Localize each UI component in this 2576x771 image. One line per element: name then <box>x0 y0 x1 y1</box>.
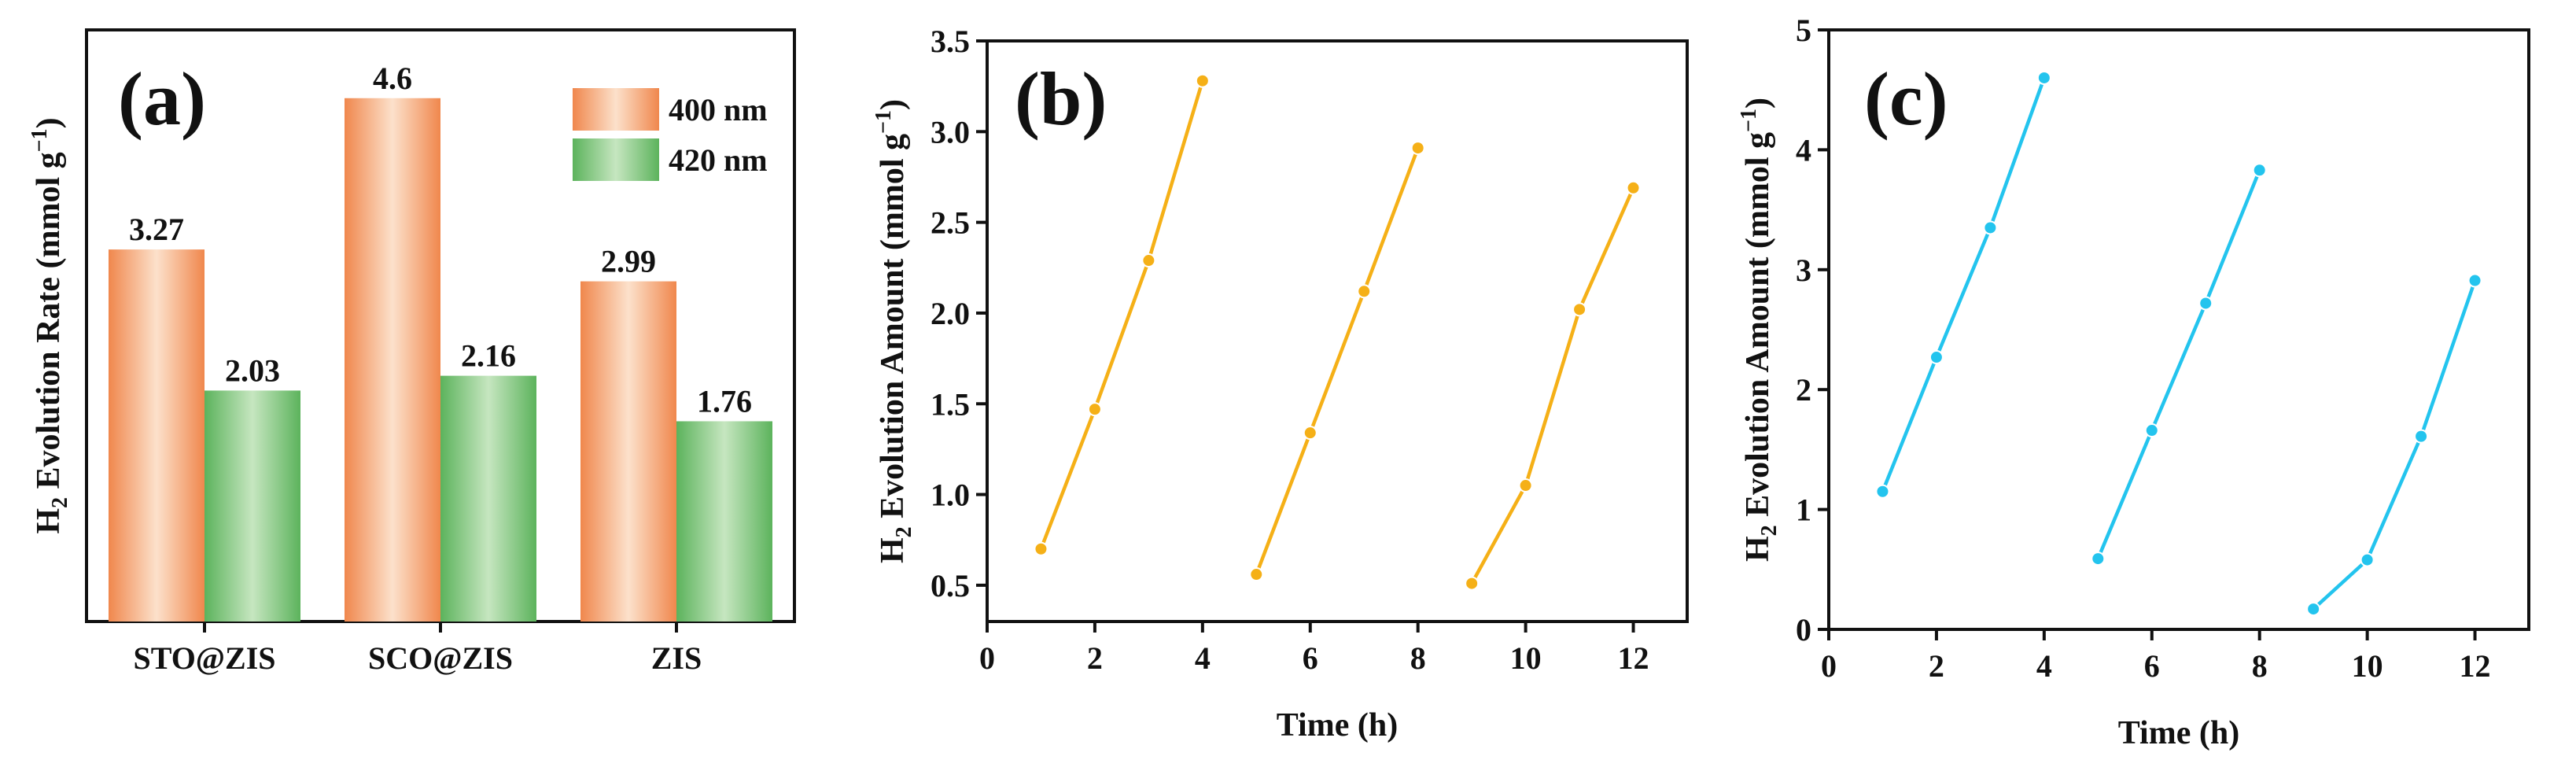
panel-b-point-t10 <box>1518 478 1533 493</box>
panel-c-label: (c) <box>1864 57 1948 141</box>
legend-label-420nm: 420 nm <box>669 142 768 178</box>
legend-swatch-400nm <box>573 88 659 131</box>
x-tick-label: 10 <box>2352 648 2383 684</box>
y-tick-label: 0.5 <box>931 568 970 603</box>
legend-item-420nm: 420 nm <box>573 138 768 181</box>
panel-c-series <box>1875 70 2482 617</box>
bar-value-label-stozis-400nm: 3.27 <box>129 212 184 247</box>
panel-c-x-axis-title: Time (h) <box>2118 715 2239 751</box>
panel-c-cycle-2-line <box>2096 169 2261 559</box>
panel-b-point-t2 <box>1087 402 1102 417</box>
panel-b: (b) H2 Evolution Amount (mmol g−1) Time … <box>872 24 1689 743</box>
x-tick-label: 2 <box>1929 648 1944 684</box>
panel-a-bars: 3.27 2.03 4.6 2.16 2.99 1.76 <box>109 61 772 622</box>
x-tick-label: 0 <box>979 640 995 676</box>
panel-c-y-axis-title: H2 Evolution Amount (mmol g−1) <box>1737 98 1782 562</box>
panel-b-point-t6 <box>1303 426 1317 441</box>
x-tick-label: 8 <box>2252 648 2268 684</box>
panel-c-point-t1 <box>1875 484 1890 499</box>
bar-scozis-400nm <box>345 98 440 622</box>
panel-b-cycle-1-line <box>1039 80 1205 550</box>
y-tick-label: 1.5 <box>931 386 970 422</box>
x-tick-label: 12 <box>1618 640 1649 676</box>
panel-c-point-t2 <box>1929 350 1944 365</box>
y-tick-label: 2 <box>1796 372 1811 408</box>
panel-b-point-t1 <box>1034 541 1048 556</box>
panel-b-point-t11 <box>1572 302 1587 317</box>
y-tick-label: 4 <box>1796 132 1811 168</box>
panel-b-point-t12 <box>1626 180 1641 195</box>
x-tick-label-stozis: STO@ZIS <box>133 640 275 676</box>
bar-zis-400nm <box>580 281 676 622</box>
bar-zis-420nm <box>676 421 772 622</box>
y-tick-label: 0 <box>1796 612 1811 647</box>
bar-scozis-420nm <box>440 375 536 622</box>
panel-c-point-t12 <box>2467 273 2482 288</box>
panel-c-cycle-1-line <box>1881 77 2046 492</box>
bar-value-label-scozis-400nm: 4.6 <box>373 61 412 96</box>
panel-a: (a) H2 Evolution Rate (mmol g−1) 3.27 2.0… <box>28 28 796 676</box>
legend: 400 nm 420 nm <box>573 88 768 181</box>
panel-c-point-t11 <box>2414 429 2429 444</box>
panel-c-point-t4 <box>2036 70 2051 85</box>
y-tick-label: 1.0 <box>931 478 970 513</box>
panel-a-label: (a) <box>118 57 206 141</box>
bar-stozis-400nm <box>109 249 205 622</box>
y-tick-label: 2.0 <box>931 296 970 331</box>
y-tick-label: 2.5 <box>931 205 970 241</box>
y-tick-label: 5 <box>1796 13 1811 48</box>
x-tick-label: 6 <box>2144 648 2160 684</box>
x-tick-label: 8 <box>1410 640 1426 676</box>
panel-c-point-t5 <box>2091 552 2106 566</box>
panel-b-point-t3 <box>1141 253 1156 268</box>
panel-b-cycle-2-line <box>1255 147 1420 575</box>
x-tick-label: 4 <box>2036 648 2052 684</box>
panel-b-point-t4 <box>1195 73 1210 88</box>
panel-c-point-t8 <box>2252 163 2267 178</box>
panel-b-point-t8 <box>1410 141 1425 156</box>
x-tick-label-scozis: SCO@ZIS <box>368 640 513 676</box>
panel-b-x-axis-title: Time (h) <box>1277 707 1398 743</box>
panel-b-point-t9 <box>1465 576 1480 591</box>
bar-value-label-scozis-420nm: 2.16 <box>461 338 516 374</box>
panel-c: (c) H2 Evolution Amount (mmol g−1) Time … <box>1737 13 2530 751</box>
bar-value-label-zis-400nm: 2.99 <box>601 244 656 279</box>
y-tick-label: 1 <box>1796 492 1811 528</box>
x-tick-label: 10 <box>1510 640 1542 676</box>
panel-a-y-axis-title: H2 Evolution Rate (mmol g−1) <box>28 117 72 533</box>
panel-b-cycle-3-line <box>1470 186 1635 585</box>
panel-b-label: (b) <box>1015 57 1107 141</box>
panel-c-plot-frame <box>1827 28 2530 631</box>
panel-b-ticks: 0 2 4 6 8 10 12 0.5 1.0 1.5 2.0 2.5 3.0 3.5 <box>931 24 1649 676</box>
y-tick-label: 3.0 <box>931 114 970 149</box>
x-tick-label: 2 <box>1087 640 1103 676</box>
panel-c-point-t3 <box>1983 220 1998 235</box>
x-tick-label: 0 <box>1821 648 1837 684</box>
panel-b-y-axis-title: H2 Evolution Amount (mmol g−1) <box>872 99 916 563</box>
legend-swatch-420nm <box>573 138 659 181</box>
panel-b-series <box>1034 73 1641 591</box>
panel-a-x-ticks: STO@ZIS SCO@ZIS ZIS <box>133 622 702 676</box>
panel-c-point-t9 <box>2306 602 2321 617</box>
panel-c-point-t7 <box>2198 296 2213 311</box>
legend-item-400nm: 400 nm <box>573 88 768 131</box>
panel-b-point-t5 <box>1249 567 1264 582</box>
panel-b-point-t7 <box>1357 284 1372 299</box>
y-tick-label: 3 <box>1796 253 1811 288</box>
x-tick-label: 4 <box>1195 640 1211 676</box>
panel-c-cycle-3-line <box>2312 279 2477 611</box>
panel-c-point-t10 <box>2360 552 2375 567</box>
x-tick-label: 12 <box>2460 648 2491 684</box>
x-tick-label-zis: ZIS <box>651 640 702 676</box>
panel-b-plot-frame <box>986 39 1689 623</box>
bar-stozis-420nm <box>205 390 300 622</box>
y-tick-label: 3.5 <box>931 24 970 59</box>
legend-label-400nm: 400 nm <box>669 92 768 127</box>
bar-value-label-zis-420nm: 1.76 <box>697 383 752 419</box>
panel-c-point-t6 <box>2144 423 2159 438</box>
x-tick-label: 6 <box>1303 640 1318 676</box>
bar-value-label-stozis-420nm: 2.03 <box>225 352 280 388</box>
